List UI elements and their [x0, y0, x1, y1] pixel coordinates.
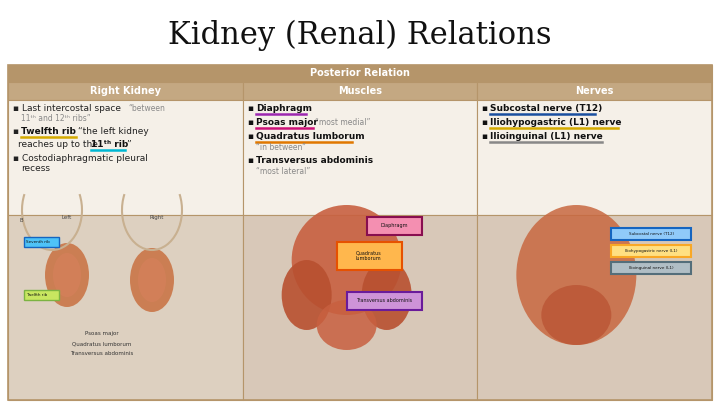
Text: Left: Left — [62, 215, 72, 220]
Bar — [243, 215, 477, 400]
Bar — [477, 82, 712, 100]
Ellipse shape — [361, 260, 412, 330]
Text: reaches up to the: reaches up to the — [18, 140, 101, 149]
Ellipse shape — [541, 285, 611, 345]
Text: Iliohypogastric nerve (L1): Iliohypogastric nerve (L1) — [625, 249, 678, 253]
Ellipse shape — [138, 258, 166, 302]
Ellipse shape — [53, 253, 81, 297]
Bar — [24, 237, 59, 247]
Bar — [366, 217, 422, 235]
Text: ▪ Costodiaphragmatic pleural: ▪ Costodiaphragmatic pleural — [13, 154, 148, 163]
Text: ▪: ▪ — [482, 132, 492, 141]
Text: ▪: ▪ — [248, 118, 257, 127]
Text: Transversus abdominis: Transversus abdominis — [256, 156, 373, 165]
Bar — [8, 82, 243, 100]
Bar — [477, 215, 712, 400]
Bar — [346, 292, 422, 310]
Text: Nerves: Nerves — [575, 86, 614, 96]
Text: ▪: ▪ — [248, 132, 257, 141]
Text: Seventh rib: Seventh rib — [26, 240, 50, 244]
Text: ▪: ▪ — [248, 156, 257, 165]
Text: ▪ Last intercostal space: ▪ Last intercostal space — [13, 104, 124, 113]
Text: ▪: ▪ — [248, 104, 257, 113]
Text: “between: “between — [128, 104, 165, 113]
Ellipse shape — [45, 243, 89, 307]
Text: Diaphragm: Diaphragm — [256, 104, 312, 113]
Text: Twelfth rib: Twelfth rib — [26, 293, 48, 297]
Text: Quadratus lumborum: Quadratus lumborum — [72, 341, 132, 346]
Text: 11ᵗʰ rib: 11ᵗʰ rib — [91, 140, 128, 149]
Text: Right: Right — [150, 215, 164, 220]
Bar — [8, 65, 712, 400]
Text: B: B — [20, 218, 24, 223]
Text: “most medial”: “most medial” — [315, 118, 370, 127]
Bar — [611, 245, 691, 257]
Text: 11ᵗʰ and 12ᵗʰ ribs”: 11ᵗʰ and 12ᵗʰ ribs” — [21, 114, 91, 123]
Text: ▪: ▪ — [482, 118, 492, 127]
Ellipse shape — [292, 205, 402, 315]
Bar — [8, 65, 712, 82]
Text: Transversus abdominis: Transversus abdominis — [356, 298, 412, 303]
Bar — [243, 100, 477, 215]
Text: “the left kidney: “the left kidney — [78, 127, 149, 136]
Text: Twelfth rib: Twelfth rib — [21, 127, 76, 136]
Text: Psoas major: Psoas major — [85, 331, 119, 336]
Text: Psoas major: Psoas major — [256, 118, 318, 127]
Text: Quadratus lumborum: Quadratus lumborum — [256, 132, 364, 141]
Text: Transversus abdominis: Transversus abdominis — [71, 351, 134, 356]
Bar — [24, 290, 59, 300]
Bar — [611, 262, 691, 274]
Text: “most lateral”: “most lateral” — [256, 167, 310, 176]
Text: Ilioinguinal nerve (L1): Ilioinguinal nerve (L1) — [629, 266, 674, 270]
Text: Ilioinguinal (L1) nerve: Ilioinguinal (L1) nerve — [490, 132, 603, 141]
Bar — [477, 100, 712, 215]
Text: Subcostal nerve (T12): Subcostal nerve (T12) — [629, 232, 674, 236]
Ellipse shape — [130, 248, 174, 312]
Text: ”: ” — [126, 140, 130, 149]
Text: “in between”: “in between” — [256, 143, 305, 152]
Text: Diaphragm: Diaphragm — [381, 224, 408, 228]
Text: Posterior Relation: Posterior Relation — [310, 68, 410, 79]
Text: recess: recess — [21, 164, 50, 173]
Text: Muscles: Muscles — [338, 86, 382, 96]
Bar — [8, 215, 243, 400]
Text: Iliohypogastric (L1) nerve: Iliohypogastric (L1) nerve — [490, 118, 622, 127]
Text: ▪: ▪ — [482, 104, 492, 113]
Ellipse shape — [282, 260, 332, 330]
Bar — [337, 242, 402, 270]
Ellipse shape — [317, 300, 377, 350]
Text: Kidney (Renal) Relations: Kidney (Renal) Relations — [168, 20, 552, 51]
Bar — [611, 228, 691, 240]
Text: Subcostal nerve (T12): Subcostal nerve (T12) — [490, 104, 603, 113]
Bar — [8, 100, 243, 215]
Text: ▪: ▪ — [13, 127, 22, 136]
Ellipse shape — [516, 205, 636, 345]
Bar — [243, 82, 477, 100]
Text: Right Kidney: Right Kidney — [90, 86, 161, 96]
Text: Quadratus
lumborum: Quadratus lumborum — [356, 251, 382, 261]
